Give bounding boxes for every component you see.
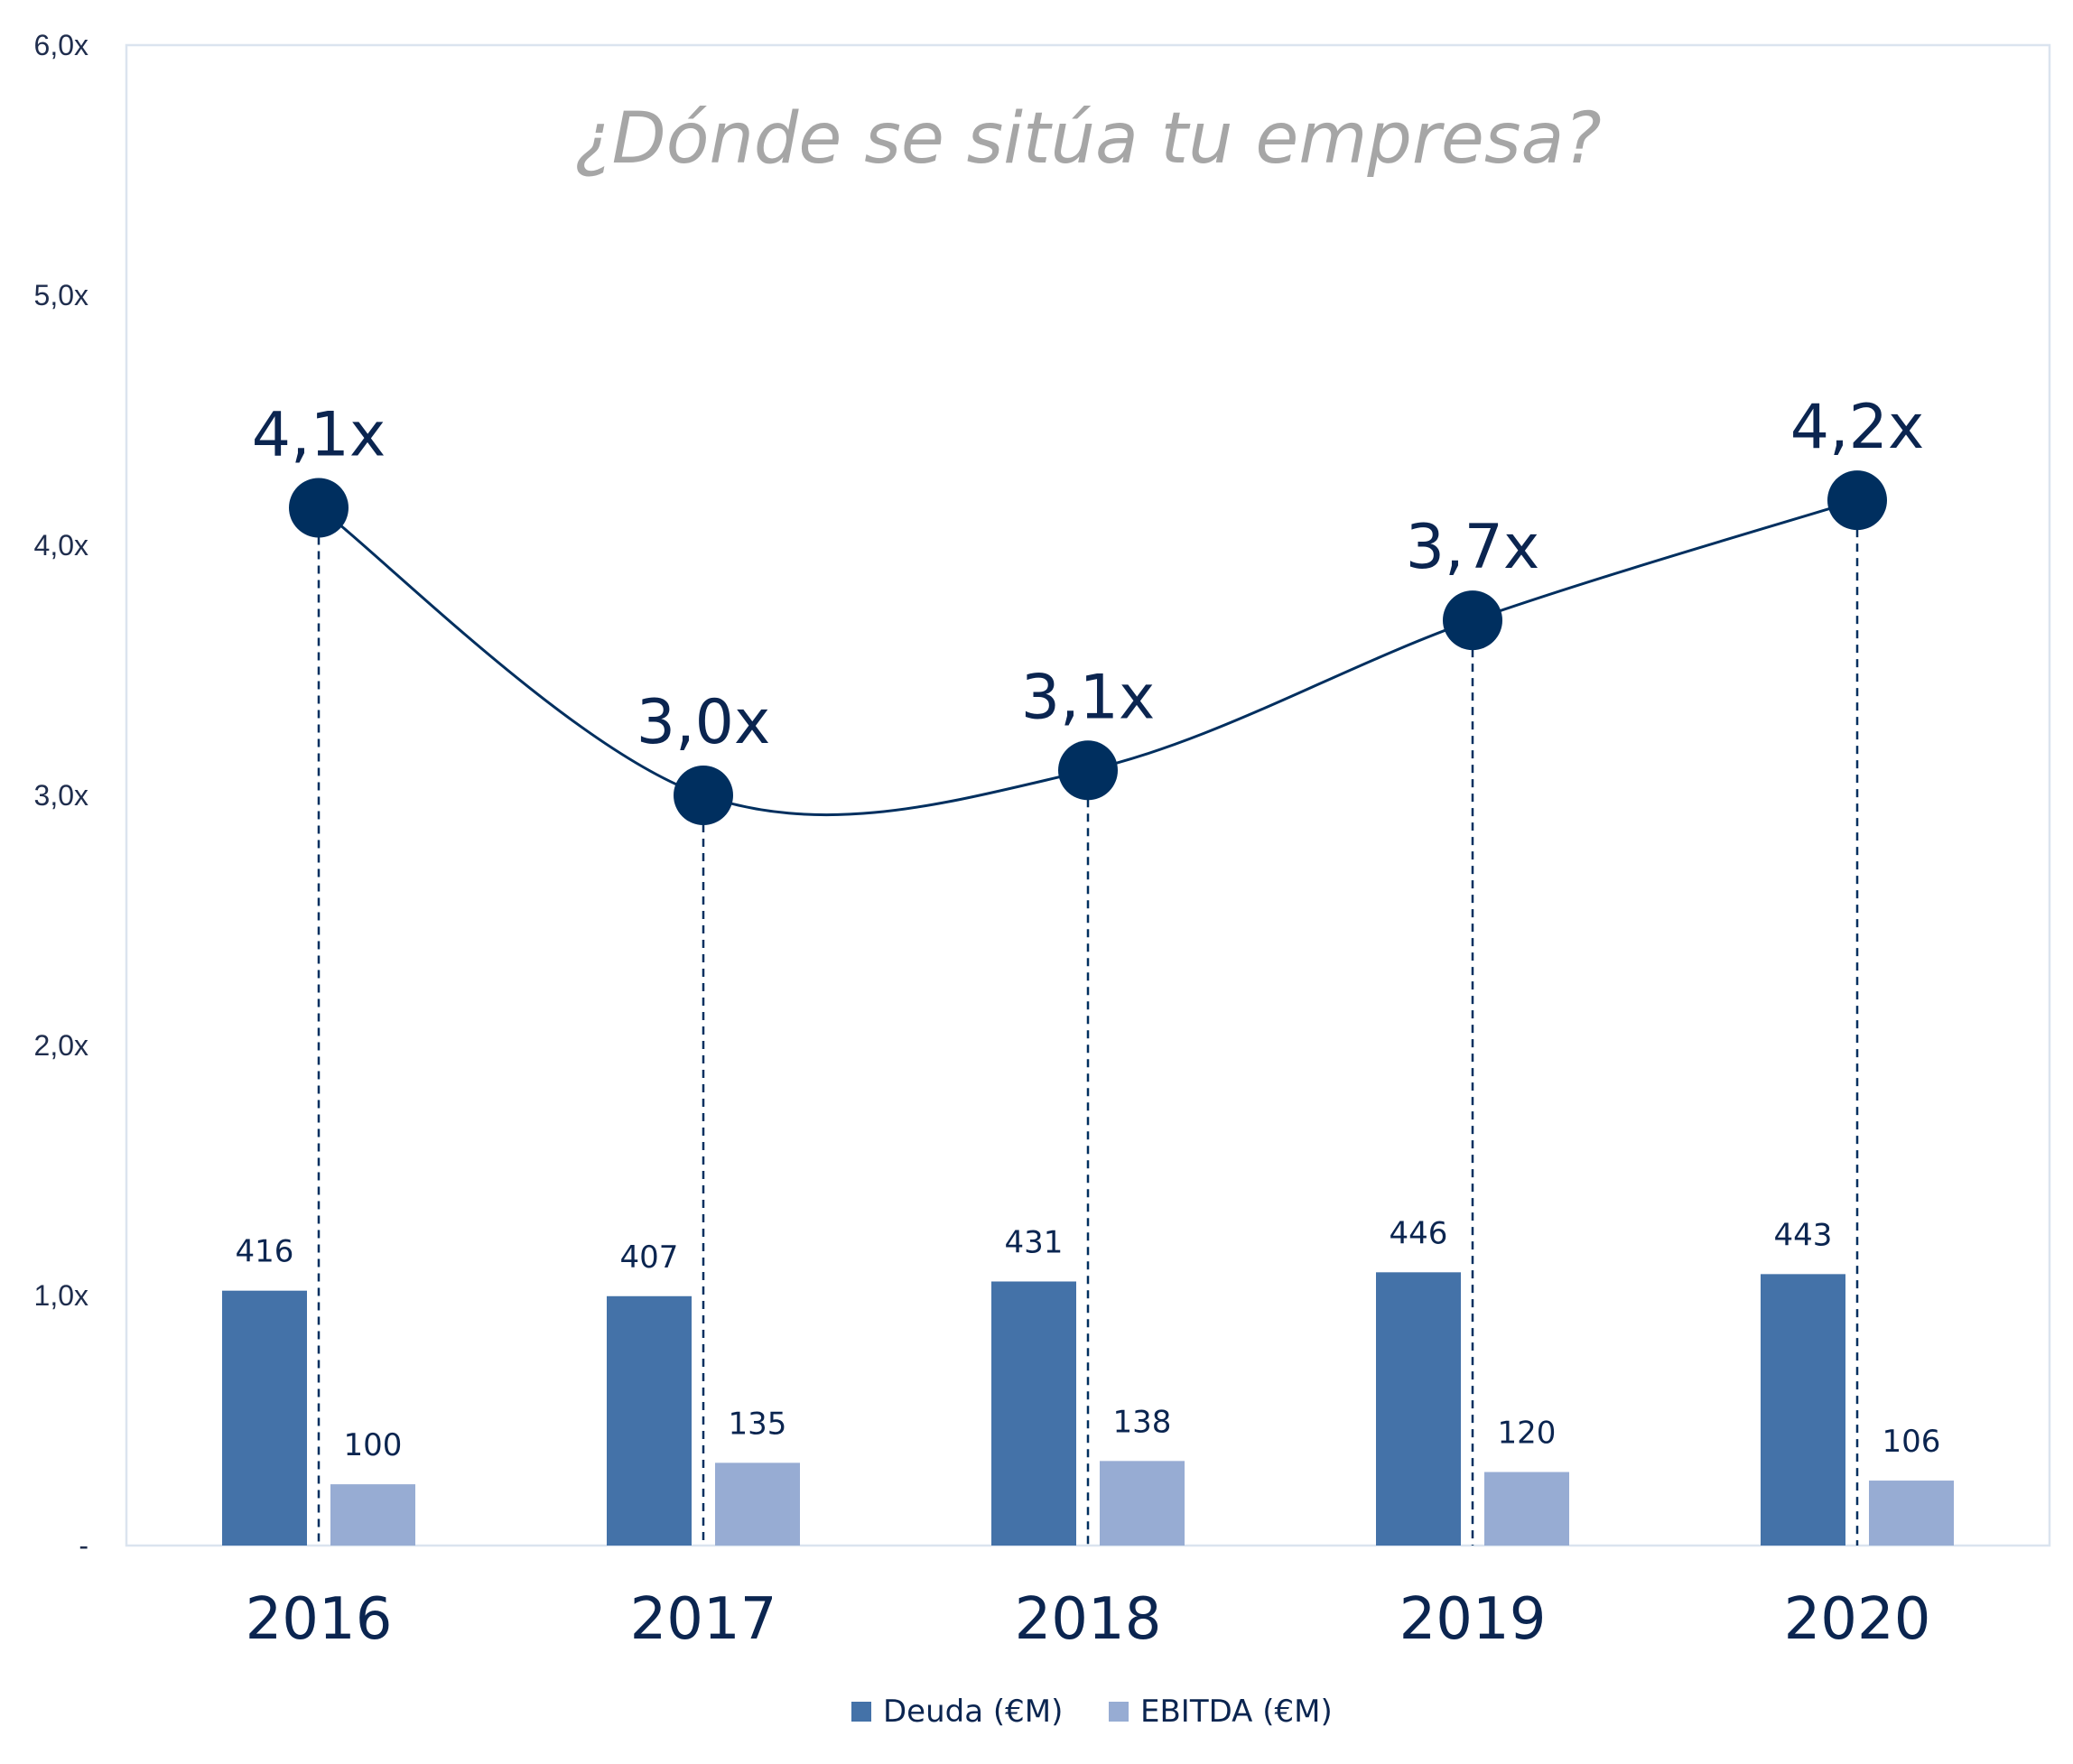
bar-ebitda (715, 1462, 800, 1546)
chart-title: ¿Dónde se sitúa tu empresa? (574, 98, 1601, 180)
y-tick-label: 5,0x (34, 279, 88, 311)
bar-ebitda (1484, 1472, 1569, 1546)
bar-deuda-label: 446 (1390, 1215, 1448, 1251)
bar-deuda (607, 1295, 692, 1546)
x-category-label: 2020 (1784, 1586, 1931, 1653)
bar-deuda-label: 407 (620, 1239, 679, 1276)
y-tick-label: 1,0x (34, 1279, 88, 1312)
ratio-point (1827, 470, 1887, 531)
y-tick-label: 6,0x (34, 29, 88, 61)
bar-deuda-label: 443 (1774, 1217, 1833, 1253)
x-category-label: 2017 (630, 1586, 777, 1653)
legend-swatch-ebitda (1109, 1702, 1129, 1722)
bar-deuda (991, 1281, 1076, 1546)
plot-frame (125, 43, 2051, 1547)
x-category-label: 2018 (1015, 1586, 1162, 1653)
bar-ebitda-label: 138 (1113, 1404, 1172, 1440)
bar-deuda (1761, 1274, 1845, 1546)
y-tick-label: - (79, 1529, 88, 1562)
ratio-point (1443, 590, 1502, 651)
bar-deuda-label: 416 (236, 1234, 294, 1270)
bar-deuda (222, 1290, 307, 1546)
bar-deuda-label: 431 (1005, 1225, 1064, 1261)
bar-ebitda (1869, 1481, 1954, 1546)
ratio-point-label: 4,2x (1790, 392, 1924, 463)
bar-ebitda-label: 135 (729, 1406, 787, 1442)
ratio-point-label: 3,1x (1021, 662, 1155, 733)
bar-ebitda-label: 120 (1498, 1416, 1557, 1452)
bar-ebitda-label: 106 (1882, 1424, 1941, 1460)
ratio-point (674, 766, 733, 825)
x-category-label: 2019 (1399, 1586, 1547, 1653)
y-tick-label: 2,0x (34, 1029, 88, 1062)
legend-swatch-deuda (851, 1702, 871, 1722)
ratio-point (289, 478, 349, 538)
y-tick-label: 4,0x (34, 529, 88, 562)
bar-deuda (1376, 1272, 1461, 1546)
y-tick-label: 3,0x (34, 779, 88, 812)
bar-ebitda (330, 1484, 415, 1546)
ratio-point-label: 4,1x (252, 399, 386, 470)
bar-ebitda-label: 100 (344, 1427, 403, 1463)
ratio-point (1058, 740, 1118, 801)
ratio-point-label: 3,0x (637, 687, 770, 758)
ratio-point-label: 3,7x (1406, 512, 1539, 583)
bar-ebitda (1100, 1461, 1185, 1546)
x-category-label: 2016 (246, 1586, 393, 1653)
legend-label-ebitda: EBITDA (€M) (1140, 1694, 1333, 1730)
legend-label-deuda: Deuda (€M) (883, 1694, 1063, 1730)
